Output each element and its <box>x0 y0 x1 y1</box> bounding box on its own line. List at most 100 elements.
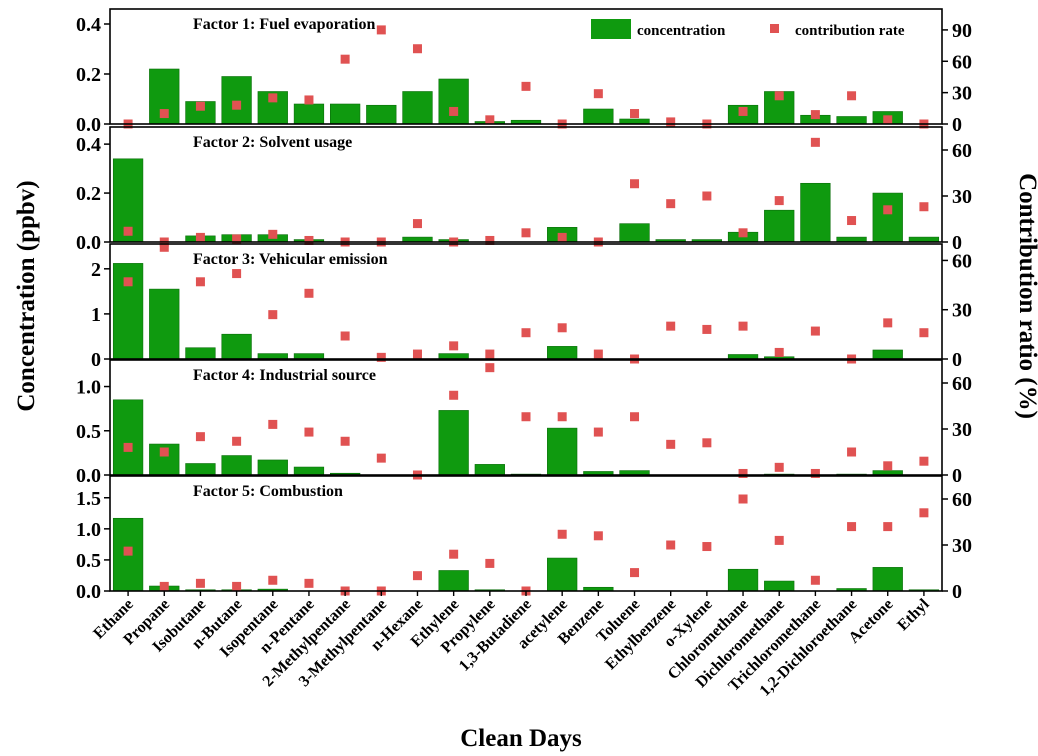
marker-contribution-rate <box>123 277 133 287</box>
left-tick-label: 0.0 <box>76 232 101 254</box>
marker-contribution-rate <box>521 228 531 238</box>
marker-contribution-rate <box>557 529 567 539</box>
left-tick-label: 1 <box>91 304 101 326</box>
right-tick-label: 30 <box>952 419 972 441</box>
left-tick-label: 2 <box>91 259 101 281</box>
marker-contribution-rate <box>630 109 640 119</box>
marker-contribution-rate <box>738 494 748 504</box>
marker-contribution-rate <box>304 427 314 437</box>
bar-concentration <box>221 455 252 476</box>
bar-concentration <box>474 464 505 476</box>
left-tick-label: 0.4 <box>76 134 101 156</box>
marker-contribution-rate <box>304 95 314 105</box>
panel-title: Factor 1: Fuel evaporation <box>193 16 375 33</box>
marker-contribution-rate <box>412 219 422 229</box>
marker-contribution-rate <box>195 578 205 588</box>
marker-contribution-rate <box>883 205 893 215</box>
marker-contribution-rate <box>232 581 242 591</box>
bar-concentration <box>366 104 397 125</box>
panel-5: 0.0 0.5 1.0 1.5 0 30 60 Factor 5: Combustion <box>76 475 972 603</box>
left-tick-label: 0.0 <box>76 465 101 487</box>
marker-contribution-rate <box>412 349 422 359</box>
marker-contribution-rate <box>159 447 169 457</box>
right-tick-label: 0 <box>952 349 962 371</box>
marker-contribution-rate <box>666 117 676 127</box>
marker-contribution-rate <box>810 326 820 336</box>
marker-contribution-rate <box>883 461 893 471</box>
bar-concentration <box>764 580 795 592</box>
marker-contribution-rate <box>268 419 278 429</box>
bar-concentration <box>836 116 867 125</box>
marker-contribution-rate <box>810 137 820 147</box>
bar-concentration <box>257 459 288 476</box>
panel-3: 0 1 2 0 30 60 Factor 3: Vehicular emission <box>91 242 972 371</box>
marker-contribution-rate <box>485 115 495 125</box>
marker-contribution-rate <box>666 439 676 449</box>
bar-concentration <box>872 349 903 360</box>
marker-contribution-rate <box>630 412 640 422</box>
marker-contribution-rate <box>847 216 857 226</box>
bar-concentration <box>221 76 252 125</box>
marker-contribution-rate <box>919 456 929 466</box>
bar-concentration <box>619 223 650 243</box>
marker-contribution-rate <box>774 462 784 472</box>
marker-contribution-rate <box>304 578 314 588</box>
marker-contribution-rate <box>702 324 712 334</box>
marker-contribution-rate <box>883 318 893 328</box>
bar-concentration <box>438 78 469 125</box>
marker-contribution-rate <box>847 447 857 457</box>
bar-concentration <box>293 466 325 476</box>
marker-contribution-rate <box>340 54 350 64</box>
marker-contribution-rate <box>412 571 422 581</box>
marker-contribution-rate <box>883 522 893 532</box>
marker-contribution-rate <box>268 575 278 585</box>
bar-concentration <box>112 399 144 476</box>
marker-contribution-rate <box>449 341 459 351</box>
marker-contribution-rate <box>376 352 386 362</box>
marker-contribution-rate <box>449 106 459 116</box>
left-tick-label: 0.5 <box>76 421 101 443</box>
marker-contribution-rate <box>449 390 459 400</box>
marker-contribution-rate <box>593 89 603 99</box>
panel-title: Factor 4: Industrial source <box>193 367 376 384</box>
category-labels: EthanePropaneIsobutanen-ButaneIsopentane… <box>90 591 933 700</box>
marker-contribution-rate <box>195 232 205 242</box>
legend-bar-label: concentration <box>637 23 726 39</box>
y-right-axis-title: Contribution ratio (%) <box>1014 173 1038 419</box>
marker-contribution-rate <box>557 232 567 242</box>
marker-contribution-rate <box>919 202 929 212</box>
marker-contribution-rate <box>232 100 242 110</box>
bar-concentration <box>872 567 903 592</box>
panel-1: 0.0 0.2 0.4 0 30 60 90 Factor 1: Fuel evaporati… <box>76 8 972 136</box>
panel-title: Factor 2: Solvent usage <box>193 134 352 151</box>
legend-marker-swatch <box>770 24 779 33</box>
marker-contribution-rate <box>123 546 133 556</box>
right-tick-label: 0 <box>952 232 962 254</box>
left-tick-label: 0.0 <box>76 114 101 136</box>
bar-concentration <box>764 209 795 243</box>
right-tick-label: 60 <box>952 373 972 395</box>
bar-concentration <box>185 347 216 360</box>
marker-contribution-rate <box>232 234 242 244</box>
bar-concentration <box>257 353 288 360</box>
marker-contribution-rate <box>702 191 712 201</box>
marker-contribution-rate <box>666 321 676 331</box>
marker-contribution-rate <box>376 453 386 463</box>
marker-contribution-rate <box>521 412 531 422</box>
bar-concentration <box>293 103 325 125</box>
marker-contribution-rate <box>847 522 857 532</box>
marker-contribution-rate <box>195 277 205 287</box>
left-tick-label: 0.4 <box>76 14 101 36</box>
marker-contribution-rate <box>738 228 748 238</box>
right-tick-label: 60 <box>952 250 972 272</box>
marker-contribution-rate <box>883 115 893 125</box>
right-tick-label: 30 <box>952 83 972 105</box>
marker-contribution-rate <box>304 235 314 245</box>
left-tick-label: 1.0 <box>76 519 101 541</box>
right-tick-label: 90 <box>952 20 972 42</box>
marker-contribution-rate <box>195 432 205 442</box>
right-tick-label: 0 <box>952 465 962 487</box>
right-tick-label: 60 <box>952 489 972 511</box>
bar-concentration <box>438 410 469 476</box>
marker-contribution-rate <box>232 436 242 446</box>
